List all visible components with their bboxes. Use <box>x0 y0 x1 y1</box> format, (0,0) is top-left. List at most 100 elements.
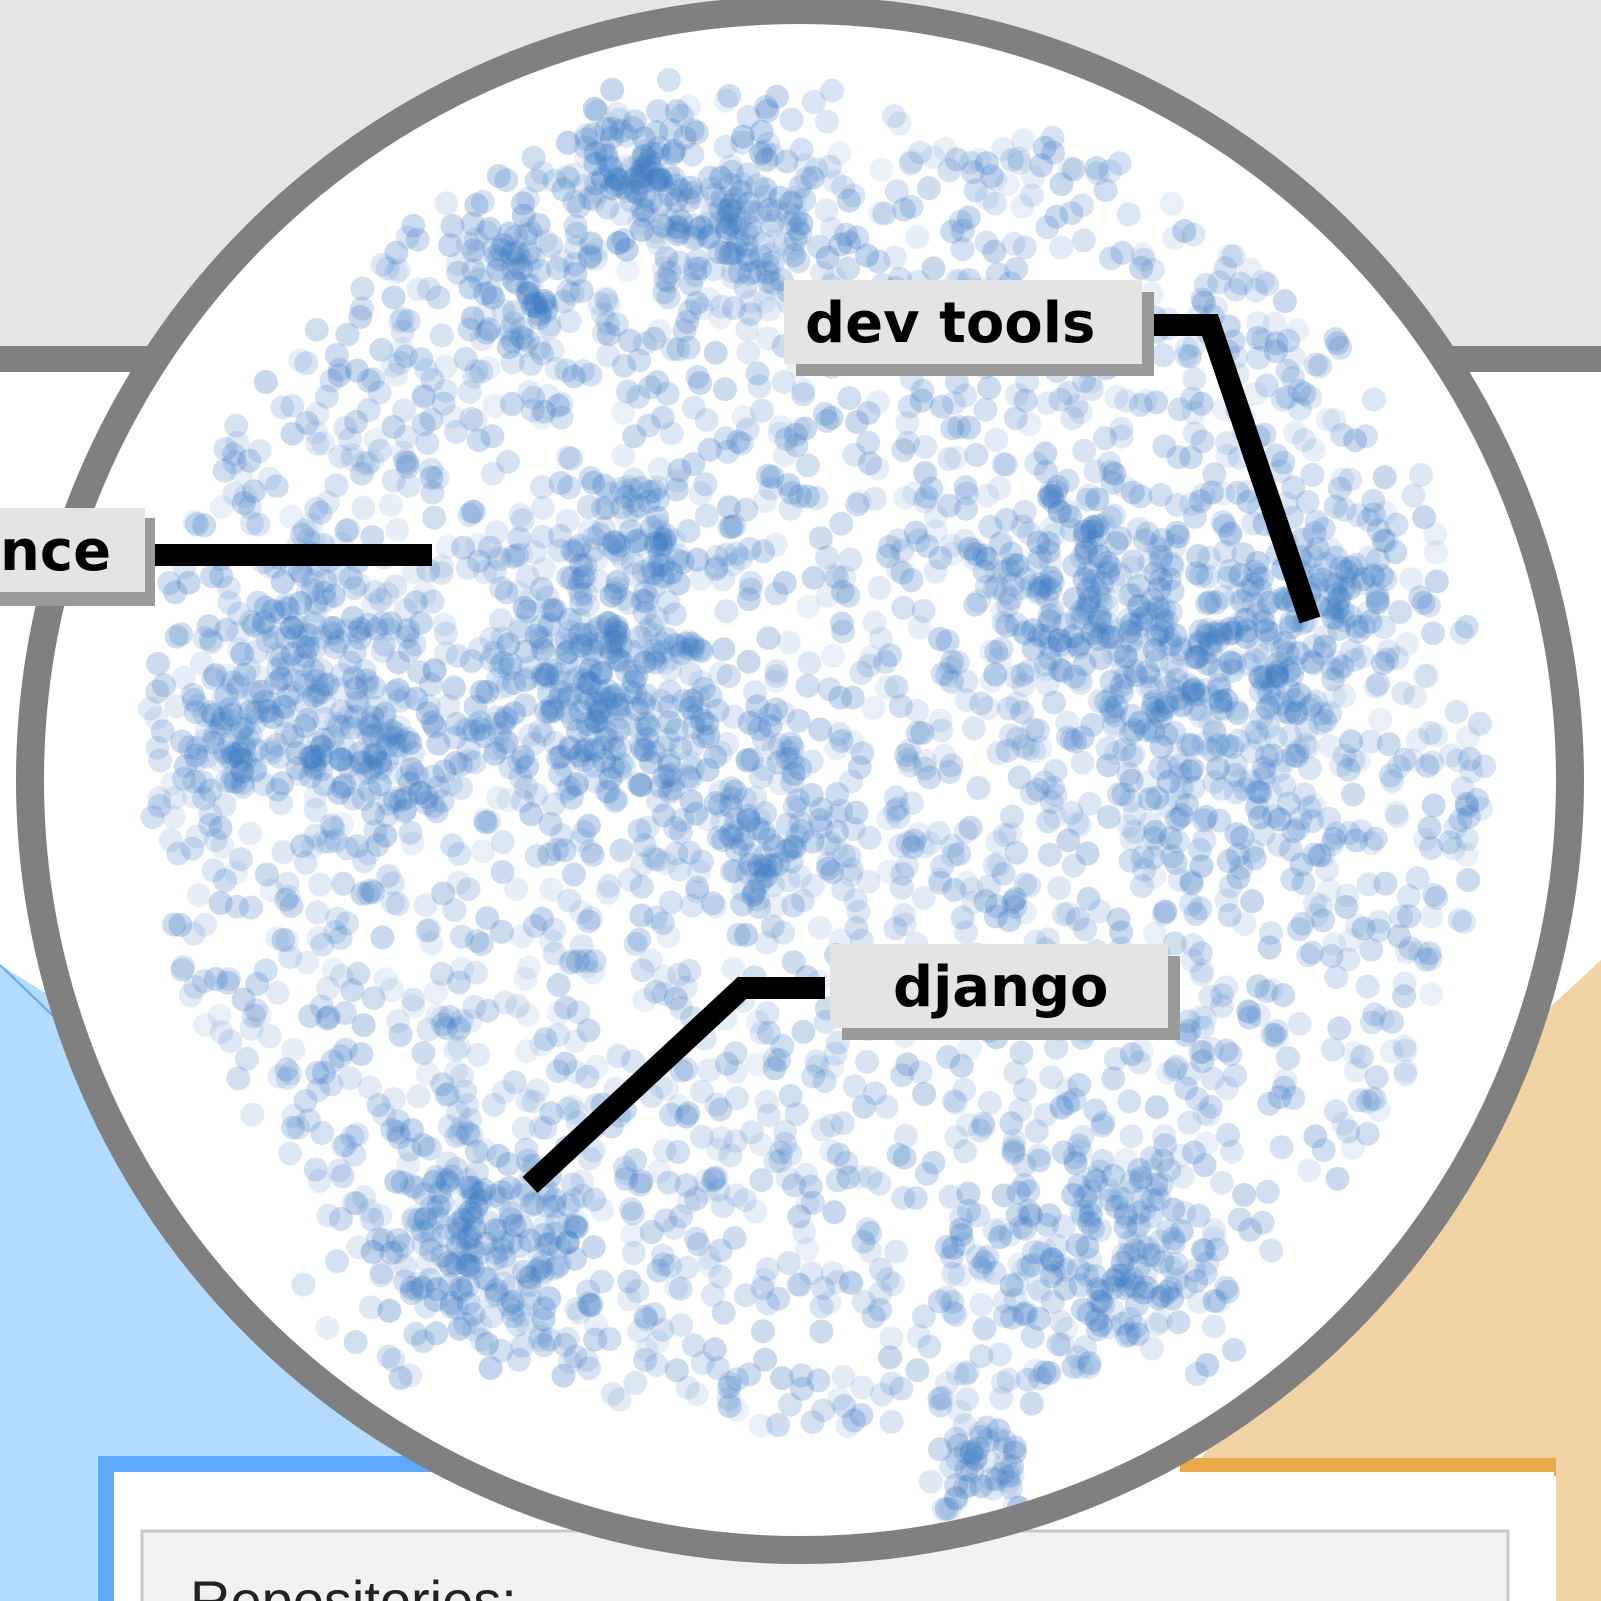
scatter-dot <box>478 280 503 305</box>
scatter-dot <box>838 1269 863 1294</box>
scatter-dot <box>1168 753 1193 778</box>
scatter-dot <box>1393 1038 1418 1063</box>
scatter-dot <box>899 149 924 174</box>
scatter-dot <box>226 601 251 626</box>
scatter-dot <box>280 615 304 640</box>
scatter-dot <box>238 821 263 846</box>
scatter-dot <box>953 1362 978 1387</box>
scatter-dot <box>602 737 627 762</box>
scatter-dot <box>1242 648 1267 673</box>
scatter-dot <box>209 711 234 736</box>
scatter-dot <box>360 449 385 474</box>
repositories-label: Repositories: <box>190 1569 517 1601</box>
scatter-dot <box>627 182 652 207</box>
scatter-dot <box>1013 388 1038 413</box>
scatter-dot <box>747 895 772 919</box>
scatter-dot <box>844 916 869 941</box>
scatter-dot <box>253 370 278 394</box>
scatter-dot <box>577 1356 602 1381</box>
scatter-dot <box>1048 1309 1073 1334</box>
scatter-dot <box>384 1240 409 1265</box>
scatter-dot <box>778 731 803 756</box>
scatter-dot <box>763 532 788 557</box>
scatter-dot <box>726 819 751 844</box>
scatter-dot <box>1165 829 1190 854</box>
scatter-dot <box>1281 819 1306 844</box>
scatter-dot <box>642 847 667 872</box>
scatter-dot <box>1214 688 1239 713</box>
scatter-dot <box>645 789 670 814</box>
scatter-dot <box>940 416 965 441</box>
scatter-dot <box>163 580 188 605</box>
scatter-dot <box>209 495 234 519</box>
scatter-dot <box>316 829 341 854</box>
scatter-dot <box>556 685 581 710</box>
callout-django: django <box>830 944 1180 1040</box>
scatter-dot <box>739 747 764 772</box>
scatter-dot <box>1129 255 1154 280</box>
scatter-dot <box>1068 1139 1093 1164</box>
scatter-dot <box>556 1096 580 1121</box>
scatter-dot <box>1085 487 1110 512</box>
scatter-dot <box>1394 940 1419 965</box>
scatter-dot <box>914 1161 939 1186</box>
scatter-dot <box>358 714 383 739</box>
scatter-dot <box>609 838 634 863</box>
scatter-dot <box>567 665 592 690</box>
scatter-dot <box>563 1213 588 1238</box>
scatter-dot <box>760 142 785 167</box>
scatter-dot <box>615 474 640 499</box>
scatter-dot <box>756 463 780 488</box>
scatter-dot <box>621 116 646 141</box>
scatter-dot <box>1265 652 1290 677</box>
scatter-dot <box>388 350 413 375</box>
scatter-dot <box>555 1326 580 1351</box>
scatter-dot <box>1094 689 1119 714</box>
scatter-dot <box>1025 777 1050 802</box>
scatter-dot <box>466 549 491 574</box>
magnifier-fill <box>42 22 1558 1538</box>
scatter-dot <box>316 976 341 1001</box>
scatter-dot <box>1415 754 1440 779</box>
scatter-dot <box>971 1111 996 1136</box>
scatter-dot <box>410 1275 435 1300</box>
scatter-dot <box>1056 901 1081 926</box>
scatter-dot <box>1385 646 1409 670</box>
scatter-dot <box>727 211 752 236</box>
scatter-dot <box>386 1009 411 1034</box>
scatter-dot <box>563 1029 588 1054</box>
scatter-dot <box>475 998 500 1023</box>
scatter-dot <box>502 671 526 695</box>
scatter-dot <box>490 830 515 854</box>
scatter-dot <box>751 727 776 752</box>
scatter-dot <box>676 1190 701 1215</box>
scatter-dot <box>1078 1200 1103 1225</box>
scatter-dot <box>207 747 232 772</box>
scatter-dot <box>1223 753 1248 778</box>
scatter-dot <box>736 808 761 833</box>
scatter-dot <box>1322 931 1347 956</box>
scatter-dot <box>606 231 631 255</box>
scatter-dot <box>1231 542 1256 567</box>
scatter-dot <box>1318 701 1343 726</box>
scatter-dot <box>990 1217 1015 1242</box>
scatter-dot <box>243 710 268 734</box>
scatter-dot <box>856 869 881 894</box>
scatter-dot <box>553 1051 578 1076</box>
scatter-dot <box>719 159 744 184</box>
scatter-dot <box>376 1344 401 1369</box>
scatter-dot <box>771 370 796 395</box>
scatter-dot <box>868 201 893 226</box>
scatter-dot <box>447 1015 471 1040</box>
scatter-dot <box>335 911 359 936</box>
scatter-dot <box>1039 1247 1064 1272</box>
scatter-dot <box>754 930 779 955</box>
scatter-dot <box>1047 627 1072 652</box>
scatter-dot <box>1006 1180 1031 1205</box>
scatter-dot <box>239 609 263 634</box>
scatter-dot <box>388 788 413 813</box>
scatter-dot <box>324 473 349 498</box>
scatter-dot <box>394 598 418 622</box>
scatter-dot <box>1080 515 1105 540</box>
scatter-dot <box>758 714 783 738</box>
